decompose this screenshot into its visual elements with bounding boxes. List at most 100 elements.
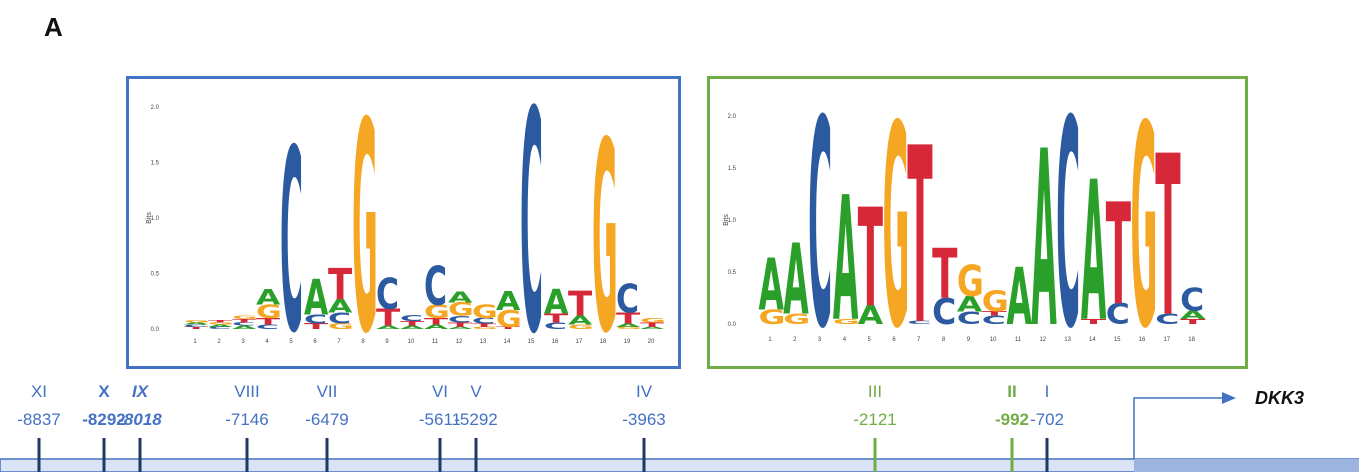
logo-glyph: T xyxy=(184,326,209,330)
site-numeral: IX xyxy=(132,382,150,401)
y-tick-label: 0.5 xyxy=(728,270,737,276)
logo-letter-G: G xyxy=(328,322,354,331)
logo-letter-T: T xyxy=(1155,110,1180,366)
logo-glyph: C xyxy=(256,324,279,331)
x-tick-label: 16 xyxy=(552,339,559,345)
logo-letter-G: G xyxy=(616,326,642,330)
x-tick-label: 19 xyxy=(624,339,631,345)
logo-letter-G: G xyxy=(1131,79,1158,366)
logo-letter-C: C xyxy=(808,79,832,366)
logo-letter-G: G xyxy=(424,302,450,323)
x-tick-label: 7 xyxy=(917,337,921,343)
logo-glyph: T xyxy=(616,310,641,327)
x-tick-label: 1 xyxy=(193,339,197,345)
logo-glyph: T xyxy=(232,318,257,323)
logo-glyph: G xyxy=(184,320,210,324)
logo-letter-C: C xyxy=(1155,310,1179,327)
logo-glyph: G xyxy=(982,286,1009,319)
y-tick-label: 1.0 xyxy=(151,216,160,222)
sequence-logo-right: 2.0 1.5 1.0 0.5 0.0 Bits G A 1 G A 2 C 3 G A 4 A T 5 G 6 C T 7 C T… xyxy=(707,76,1248,369)
site-numeral: VI xyxy=(432,382,448,401)
y-axis-label: Bits xyxy=(146,212,153,224)
logo-glyph: C xyxy=(982,313,1006,326)
site-numeral: III xyxy=(868,382,882,401)
binding-site: III -2121 xyxy=(853,382,897,472)
logo-letter-G: G xyxy=(640,317,666,324)
logo-letter-G: G xyxy=(232,315,258,320)
site-position: -8837 xyxy=(17,410,60,429)
logo-glyph: T xyxy=(376,305,401,332)
logo-letter-G: G xyxy=(759,306,786,329)
site-numeral: X xyxy=(98,382,110,401)
logo-letter-T: T xyxy=(932,235,958,315)
logo-letter-G: G xyxy=(833,317,860,325)
logo-letter-A: A xyxy=(424,324,449,331)
logo-glyph: A xyxy=(424,324,449,331)
binding-site: V -5292 xyxy=(454,382,498,472)
x-tick-label: 15 xyxy=(1114,337,1121,343)
logo-letter-C: C xyxy=(616,277,639,322)
x-tick-label: 3 xyxy=(818,337,822,343)
logo-letter-T: T xyxy=(328,261,352,310)
logo-glyph: A xyxy=(640,326,665,330)
logo-glyph: A xyxy=(376,325,401,330)
logo-glyph: T xyxy=(208,320,233,324)
logo-letter-A: A xyxy=(1180,308,1205,321)
logo-glyph: C xyxy=(328,309,351,327)
logo-glyph: T xyxy=(1180,318,1206,326)
logo-letter-G: G xyxy=(783,310,810,327)
logo-letter-G: G xyxy=(982,286,1009,319)
logo-glyph: A xyxy=(184,322,209,326)
logo-glyph: G xyxy=(328,322,354,331)
logo-letter-C: C xyxy=(400,315,423,324)
logo-letter-T: T xyxy=(640,321,665,328)
logo-letter-A: A xyxy=(640,326,665,330)
logo-glyph: C xyxy=(184,324,207,328)
logo-letter-T: T xyxy=(982,311,1007,318)
logo-glyph: G xyxy=(783,310,810,327)
logo-letter-A: A xyxy=(1031,100,1056,366)
logo-glyph: C xyxy=(400,315,423,324)
logo-letter-T: T xyxy=(208,320,233,324)
logo-letter-C: C xyxy=(256,324,279,331)
x-tick-label: 2 xyxy=(217,339,221,345)
x-tick-label: 12 xyxy=(1039,337,1046,343)
logo-glyph: C xyxy=(280,97,303,366)
logo-glyph: C xyxy=(544,321,567,331)
logo-letter-A: A xyxy=(376,325,401,330)
y-tick-label: 0.5 xyxy=(151,272,160,278)
logo-letter-T: T xyxy=(496,326,521,330)
logo-letter-T: T xyxy=(858,181,883,338)
logo-letter-C: C xyxy=(448,314,471,324)
site-position: -702 xyxy=(1030,410,1064,429)
y-tick-label: 0.0 xyxy=(728,322,737,328)
x-tick-label: 12 xyxy=(456,339,463,345)
transcribed-region xyxy=(1134,459,1359,472)
logo-glyph: A xyxy=(1007,252,1033,343)
logo-glyph: C xyxy=(1056,79,1080,366)
logo-glyph: T xyxy=(1081,318,1107,326)
logo-letter-G: G xyxy=(184,320,210,324)
site-numeral: I xyxy=(1045,382,1050,401)
logo-letter-T: T xyxy=(544,311,568,325)
x-tick-label: 11 xyxy=(1015,337,1022,343)
logo-letter-A: A xyxy=(208,324,233,328)
logo-letter-T: T xyxy=(1081,318,1107,326)
sequence-logo-left: 2.0 1.5 1.0 0.5 0.0 Bits T C A G 1 C A G T 2 A C T G 3 C T G A 4 C… xyxy=(126,76,681,369)
logo-glyph: C xyxy=(472,317,495,326)
logo-glyph: G xyxy=(472,326,498,330)
logo-glyph: T xyxy=(472,323,497,328)
x-tick-label: 17 xyxy=(576,339,583,345)
logo-glyph: T xyxy=(568,286,593,325)
y-axis-label: Bits xyxy=(723,214,730,226)
x-tick-label: 18 xyxy=(600,339,607,345)
logo-letter-C: C xyxy=(907,320,931,325)
logo-letter-A: A xyxy=(448,288,472,306)
logo-glyph: A xyxy=(957,291,983,316)
logo-letter-A: A xyxy=(616,323,641,328)
logo-letter-G: G xyxy=(568,324,594,331)
x-tick-label: 5 xyxy=(289,339,293,345)
logo-glyph: T xyxy=(1106,175,1131,338)
gene-label: DKK3 xyxy=(1255,388,1304,408)
